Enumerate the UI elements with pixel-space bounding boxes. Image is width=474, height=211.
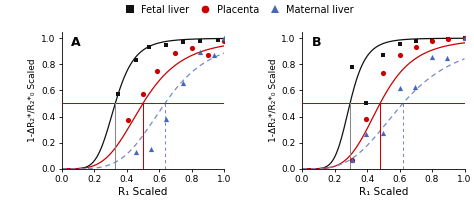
Legend: Fetal liver, Placenta, Maternal liver: Fetal liver, Placenta, Maternal liver [120,5,354,15]
Point [162,43,169,46]
Point [172,51,179,54]
Point [445,37,452,41]
Point [180,82,187,85]
Y-axis label: 1-ΔR₂*/R₂*₀ Scaled: 1-ΔR₂*/R₂*₀ Scaled [268,58,277,142]
Point [196,50,203,54]
Point [396,87,403,90]
Point [428,38,436,42]
Point [348,158,356,161]
Point [180,41,187,44]
Point [363,132,370,135]
Point [380,53,387,56]
Point [214,38,221,42]
Point [380,131,387,135]
Point [348,65,356,69]
Point [162,118,169,121]
Y-axis label: 1-ΔR₂*/R₂*₀ Scaled: 1-ΔR₂*/R₂*₀ Scaled [28,58,37,142]
Point [196,40,203,43]
Point [115,93,122,96]
Text: B: B [312,36,321,49]
Point [412,46,419,49]
Point [348,158,356,161]
Point [210,53,218,56]
Point [461,37,468,40]
Point [220,40,228,43]
Point [380,71,387,74]
Point [204,53,211,56]
Point [396,53,403,56]
Point [396,42,403,46]
Point [461,37,468,40]
X-axis label: R₁ Scaled: R₁ Scaled [359,187,408,197]
Point [445,37,452,41]
Point [411,85,419,88]
Point [133,59,140,62]
Point [461,37,468,40]
Point [363,102,370,105]
Point [220,37,228,40]
Point [139,93,146,96]
X-axis label: R₁ Scaled: R₁ Scaled [118,187,167,197]
Text: A: A [72,36,81,49]
Point [412,40,419,43]
Point [363,118,370,121]
Point [444,56,451,60]
Point [428,40,436,43]
Point [133,150,140,154]
Point [428,55,436,59]
Point [125,119,132,122]
Point [146,46,153,49]
Point [188,46,195,50]
Point [147,147,155,151]
Point [154,70,161,73]
